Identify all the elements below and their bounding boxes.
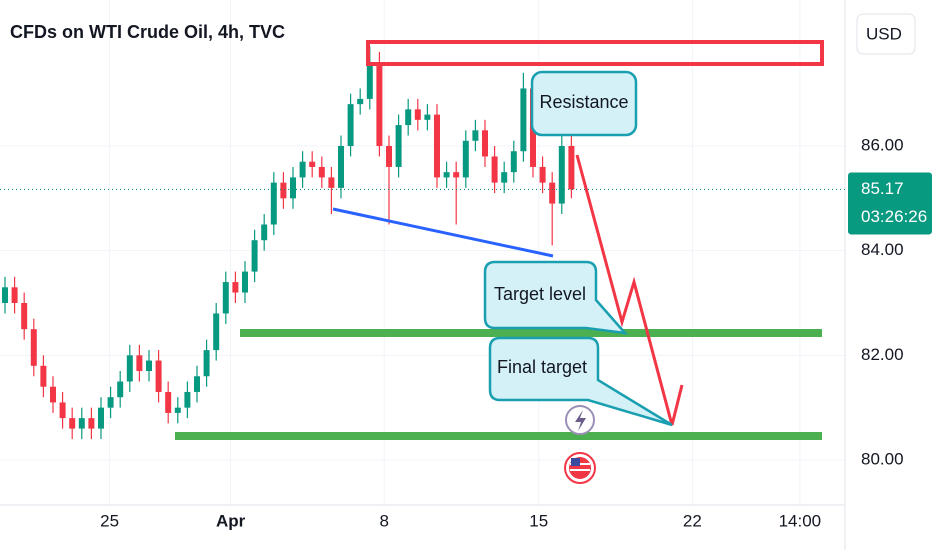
currency-label: USD bbox=[866, 24, 902, 43]
candle-body bbox=[203, 350, 210, 377]
candle-body bbox=[405, 109, 412, 126]
x-tick-label: Apr bbox=[216, 511, 246, 530]
candle-body bbox=[472, 130, 479, 141]
candle-body bbox=[97, 407, 104, 429]
trend-line bbox=[332, 207, 554, 258]
callout-box bbox=[488, 336, 673, 427]
candle-body bbox=[174, 407, 181, 413]
flag-canton bbox=[571, 458, 580, 466]
last-price-box bbox=[848, 172, 932, 235]
projection-arrow bbox=[575, 154, 684, 426]
candle-body bbox=[453, 172, 460, 178]
candle-body bbox=[376, 62, 383, 147]
candle-body bbox=[241, 271, 248, 293]
candle-body bbox=[49, 386, 56, 403]
candle-body bbox=[443, 172, 450, 178]
x-tick-label: 8 bbox=[379, 511, 388, 530]
candle-body bbox=[30, 329, 37, 366]
x-tick-label: 25 bbox=[100, 511, 119, 530]
candle-body bbox=[385, 146, 392, 167]
candle-body bbox=[59, 402, 66, 419]
candle-body bbox=[299, 161, 306, 178]
candle-body bbox=[145, 360, 152, 372]
callout-text: Target level bbox=[494, 284, 586, 304]
candles bbox=[1, 46, 575, 440]
candle-body bbox=[165, 391, 172, 413]
candle-body bbox=[184, 391, 191, 408]
candle-body bbox=[270, 182, 277, 225]
candle-body bbox=[117, 381, 124, 398]
y-tick-label: 86.00 bbox=[861, 135, 904, 154]
candle-body bbox=[280, 182, 287, 199]
x-tick-label: 22 bbox=[683, 511, 702, 530]
x-tick-label: 14:00 bbox=[779, 511, 822, 530]
candle-body bbox=[11, 287, 18, 303]
callout-text: Resistance bbox=[539, 92, 628, 112]
resistance-zone bbox=[366, 40, 824, 66]
candle-body bbox=[539, 166, 546, 183]
candle-body bbox=[481, 130, 488, 157]
event-icon-glyph bbox=[575, 410, 586, 431]
last-price-label: 85.17 bbox=[861, 179, 904, 198]
candle-body bbox=[558, 146, 565, 204]
countdown-label: 03:26:26 bbox=[861, 207, 927, 226]
candle-body bbox=[414, 109, 421, 120]
candle-body bbox=[366, 62, 373, 99]
candle-body bbox=[40, 365, 47, 387]
candle-body bbox=[213, 313, 220, 351]
candle-body bbox=[462, 140, 469, 178]
candle-body bbox=[501, 172, 508, 183]
candle-body bbox=[549, 182, 556, 204]
candle-body bbox=[126, 355, 133, 382]
candle-body bbox=[520, 88, 527, 152]
candle-body bbox=[395, 125, 402, 167]
candle-body bbox=[510, 151, 517, 173]
candle-body bbox=[193, 376, 200, 392]
x-tick-label: 15 bbox=[529, 511, 548, 530]
candle-body bbox=[309, 161, 316, 167]
candle-body bbox=[289, 177, 296, 199]
candle-body bbox=[88, 418, 95, 429]
candle-body bbox=[357, 98, 364, 105]
candle-body bbox=[69, 418, 76, 429]
callout-box bbox=[483, 260, 629, 335]
y-tick-label: 84.00 bbox=[861, 240, 904, 259]
candle-body bbox=[78, 418, 85, 429]
candle-body bbox=[232, 282, 239, 293]
callout-box bbox=[530, 70, 638, 137]
chart-title: CFDs on WTI Crude Oil, 4h, TVC bbox=[10, 22, 285, 42]
candle-body bbox=[433, 114, 440, 178]
candle-body bbox=[424, 114, 431, 120]
candle-body bbox=[136, 355, 143, 372]
candle-body bbox=[318, 166, 325, 178]
candle-body bbox=[347, 104, 354, 147]
currency-button[interactable] bbox=[856, 13, 916, 55]
candle-body bbox=[107, 397, 114, 408]
y-tick-label: 82.00 bbox=[861, 345, 904, 364]
y-tick-label: 80.00 bbox=[861, 449, 904, 468]
overlay: 85.17 03:26:26 bbox=[0, 172, 932, 235]
candle-body bbox=[568, 146, 575, 190]
candle-body bbox=[21, 303, 28, 330]
candle-body bbox=[222, 282, 229, 314]
candle-body bbox=[155, 360, 162, 392]
callout-text: Final target bbox=[497, 357, 587, 377]
flag-stripe bbox=[570, 469, 590, 471]
candle-body bbox=[337, 146, 344, 188]
candle-body bbox=[261, 224, 268, 241]
candle-body bbox=[1, 287, 8, 303]
candle-body bbox=[328, 177, 335, 188]
candle-body bbox=[491, 156, 498, 183]
candle-body bbox=[251, 240, 258, 272]
